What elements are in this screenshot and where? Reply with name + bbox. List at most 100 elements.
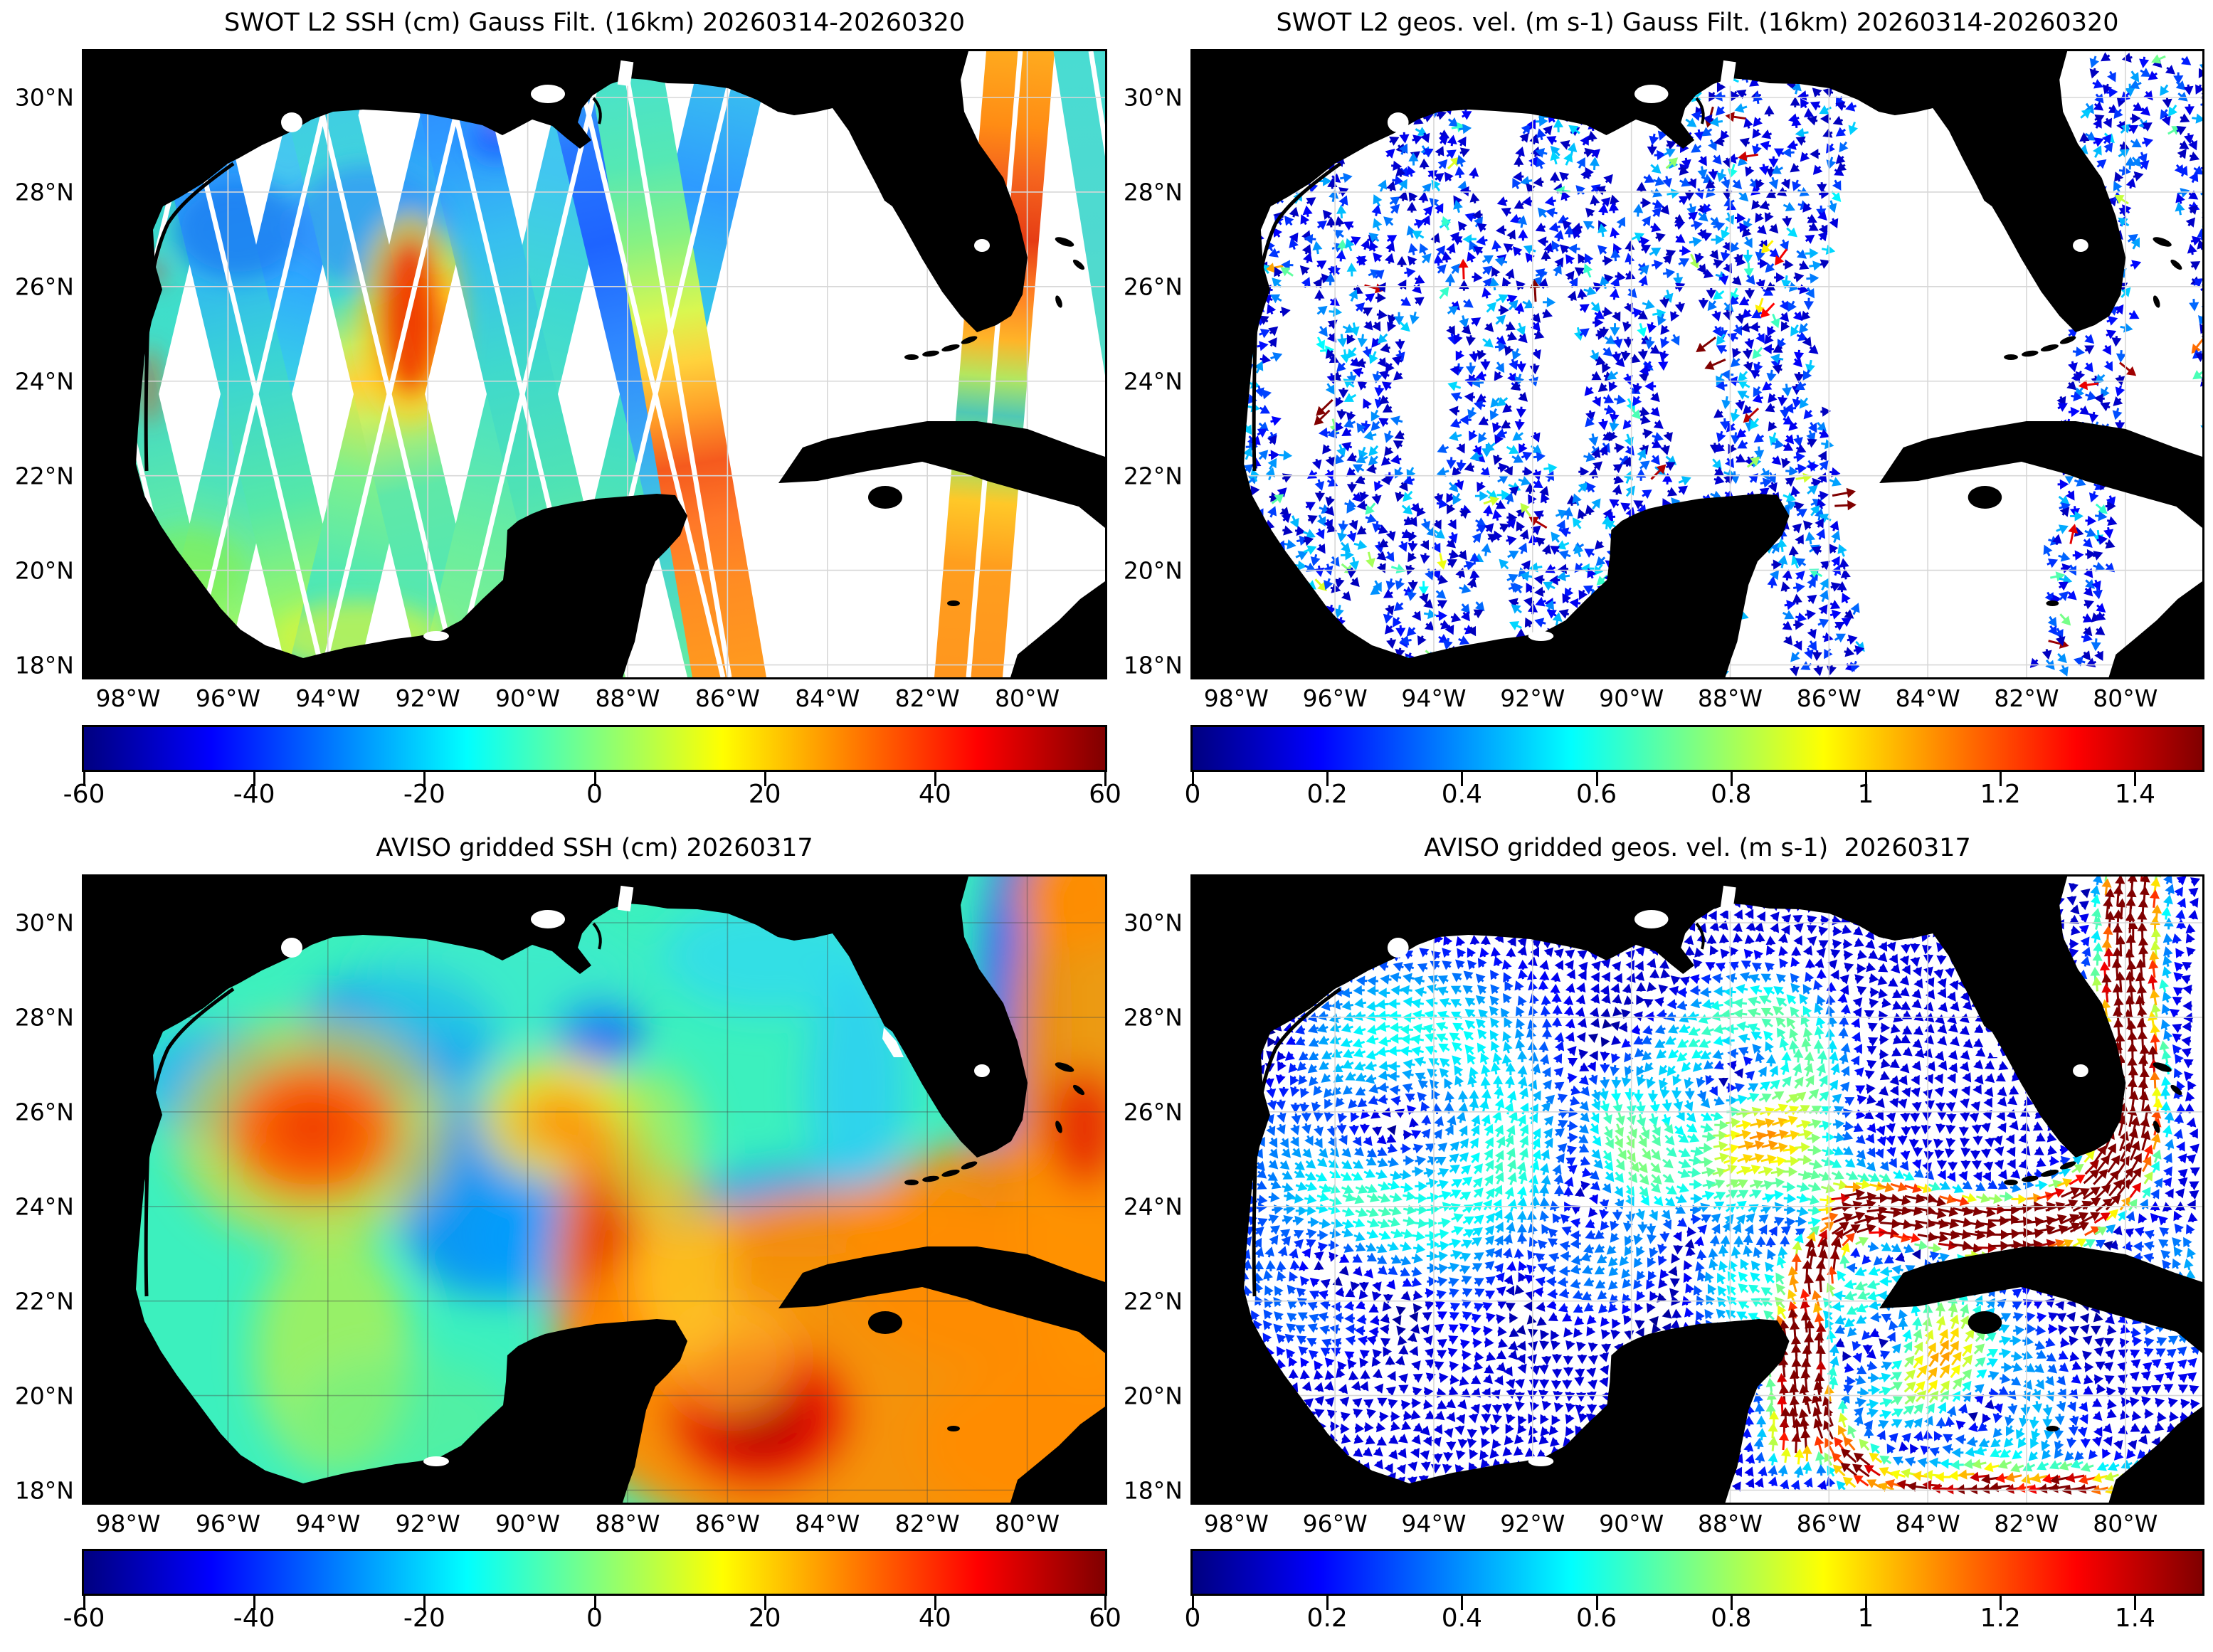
colorbar-tick-label: 40 (918, 1604, 951, 1633)
colorbar-tick-label: 0.6 (1575, 780, 1617, 809)
x-tick-label: 92°W (395, 684, 460, 712)
x-tick-label: 92°W (1500, 1510, 1565, 1537)
x-tick-label: 82°W (1994, 1510, 2059, 1537)
x-tick-label: 80°W (995, 1510, 1060, 1537)
colorbar-tick (1730, 1596, 1733, 1610)
y-tick-label: 30°N (14, 83, 74, 112)
y-tick-label: 24°N (1123, 367, 1183, 396)
y-tick-label: 24°N (1123, 1192, 1183, 1221)
colorbar-tick-label: -60 (63, 1604, 105, 1633)
y-tick-label: 26°N (14, 1098, 74, 1126)
y-tick-label: 28°N (14, 1003, 74, 1032)
y-tick-label: 18°N (14, 1476, 74, 1505)
colorbar-tick (83, 1596, 85, 1610)
x-tick-label: 80°W (995, 684, 1060, 712)
x-tick-label: 84°W (795, 684, 860, 712)
x-tick-label: 98°W (1203, 684, 1269, 712)
x-tick-label: 82°W (894, 684, 960, 712)
x-tick-label: 90°W (1599, 1510, 1664, 1537)
colorbar-tick (1461, 1596, 1464, 1610)
colorbar-tick (934, 1596, 936, 1610)
colorbar-tick-label: -40 (233, 1604, 275, 1633)
colorbar-tick (83, 772, 85, 786)
x-tick-label: 96°W (195, 1510, 260, 1537)
x-tick-label: 96°W (195, 684, 260, 712)
colorbar-tick (764, 772, 766, 786)
colorbar-tick-label: 20 (748, 780, 781, 809)
colorbar-tick (764, 1596, 766, 1610)
colorbar-tick (253, 772, 256, 786)
x-tick-label: 98°W (95, 1510, 161, 1537)
x-tick-label: 88°W (1697, 684, 1763, 712)
panel-title: AVISO gridded SSH (cm) 20260317 (376, 834, 813, 862)
x-tick-label: 82°W (1994, 684, 2059, 712)
colorbar-tick (1595, 1596, 1598, 1610)
y-tick-label: 20°N (14, 1382, 74, 1410)
colorbar-tick (1461, 772, 1464, 786)
swot-ssh-map (84, 51, 1105, 677)
colorbar-tick (2000, 772, 2002, 786)
colorbar-tick-label: 0.2 (1306, 780, 1348, 809)
y-tick-label: 22°N (1123, 462, 1183, 490)
x-tick-label: 80°W (2093, 1510, 2158, 1537)
y-tick-label: 28°N (1123, 178, 1183, 206)
colorbar-tick-label: 0.4 (1441, 1604, 1483, 1633)
swot-velocity-map (1193, 51, 2202, 677)
x-tick-label: 84°W (795, 1510, 860, 1537)
y-tick-label: 20°N (1123, 556, 1183, 585)
colorbar-tick-label: 0 (1184, 780, 1201, 809)
y-tick-label: 26°N (14, 272, 74, 301)
colorbar-tick (2134, 772, 2137, 786)
colorbar-tick-label: 0.4 (1441, 780, 1483, 809)
colorbar-tick-label: 0.2 (1306, 1604, 1348, 1633)
colorbar-tick (1730, 772, 1733, 786)
x-tick-label: 94°W (1401, 1510, 1467, 1537)
y-tick-label: 30°N (14, 909, 74, 937)
x-tick-label: 88°W (595, 1510, 660, 1537)
colorbar-tick (1865, 772, 1867, 786)
colorbar-tick (1104, 772, 1106, 786)
y-tick-label: 24°N (14, 1192, 74, 1221)
x-tick-label: 82°W (894, 1510, 960, 1537)
colorbar-tick (1192, 772, 1194, 786)
map-plot-area (1193, 51, 2202, 677)
colorbar-tick (1326, 1596, 1329, 1610)
colorbar-tick (593, 1596, 596, 1610)
x-tick-label: 90°W (495, 684, 561, 712)
x-tick-label: 98°W (95, 684, 161, 712)
x-tick-label: 94°W (1401, 684, 1467, 712)
colorbar-tick-label: 0 (586, 1604, 603, 1633)
colorbar-tick-label: 1.4 (2114, 1604, 2156, 1633)
colorbar-tick-label: 60 (1089, 780, 1121, 809)
colorbar-tick-label: 1.4 (2114, 780, 2156, 809)
y-tick-label: 28°N (14, 178, 74, 206)
y-tick-label: 18°N (1123, 651, 1183, 679)
map-plot-area (84, 51, 1105, 677)
panel-title: SWOT L2 geos. vel. (m s-1) Gauss Filt. (… (1276, 9, 2119, 37)
x-tick-label: 92°W (1500, 684, 1565, 712)
colorbar-tick (2134, 1596, 2137, 1610)
y-tick-label: 22°N (14, 462, 74, 490)
colorbar-tick (934, 772, 936, 786)
y-tick-label: 30°N (1123, 83, 1183, 112)
y-tick-label: 28°N (1123, 1003, 1183, 1032)
x-tick-label: 86°W (694, 1510, 760, 1537)
colorbar-tick-label: -60 (63, 780, 105, 809)
colorbar-tick-label: 1 (1857, 780, 1874, 809)
colorbar-tick-label: 1.2 (1980, 780, 2021, 809)
colorbar-tick (1595, 772, 1598, 786)
colorbar-tick-label: 1 (1857, 1604, 1874, 1633)
colorbar-tick (1192, 1596, 1194, 1610)
colorbar-tick-label: 20 (748, 1604, 781, 1633)
colorbar-tick-label: -20 (403, 1604, 445, 1633)
x-tick-label: 98°W (1203, 1510, 1269, 1537)
panel-title: AVISO gridded geos. vel. (m s-1) 2026031… (1424, 834, 1971, 862)
colorbar-tick (253, 1596, 256, 1610)
x-tick-label: 86°W (694, 684, 760, 712)
colorbar-tick-label: -40 (233, 780, 275, 809)
colorbar-tick-label: 60 (1089, 1604, 1121, 1633)
x-tick-label: 84°W (1895, 684, 1960, 712)
